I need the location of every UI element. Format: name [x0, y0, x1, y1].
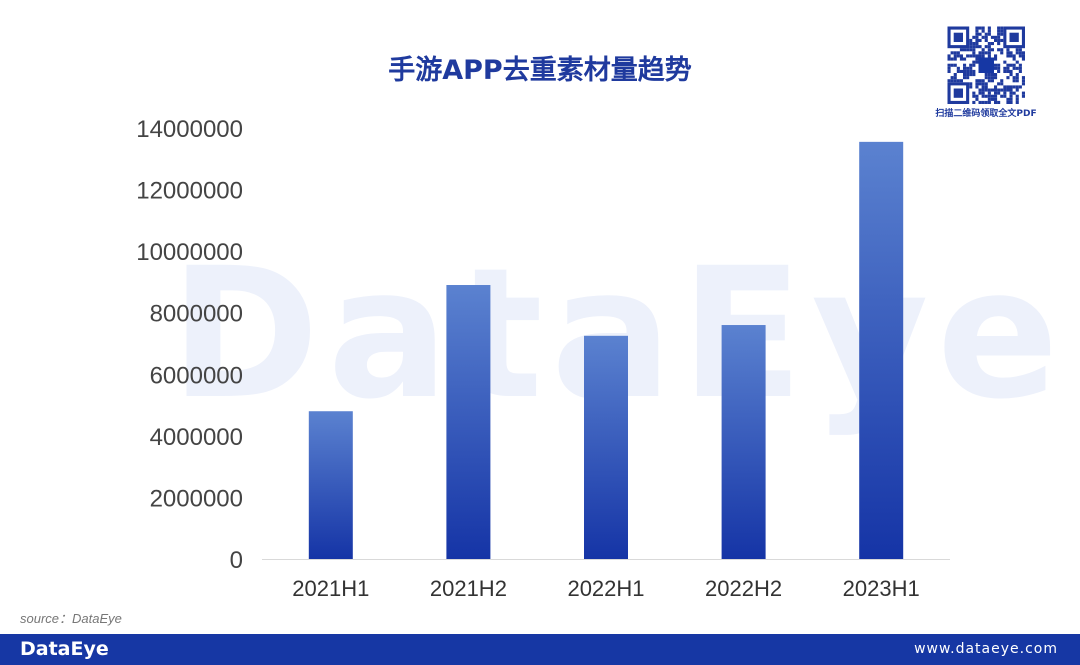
qr-caption: 扫描二维码领取全文PDF [935, 109, 1037, 119]
bars [308, 141, 904, 559]
footer-logo: DataEye [20, 638, 109, 660]
y-tick-label: 14000000 [136, 116, 243, 143]
x-tick-label: 2022H1 [567, 576, 644, 601]
bar-2022H1 [584, 335, 628, 559]
y-tick-label: 12000000 [136, 178, 243, 205]
y-tick-label: 0 [230, 547, 243, 574]
y-tick-label: 8000000 [150, 301, 243, 328]
y-tick-label: 6000000 [150, 362, 243, 389]
source-note: source：DataEye [20, 611, 122, 626]
bar-2021H1 [308, 411, 353, 559]
footer-url[interactable]: www.dataeye.com [914, 641, 1058, 657]
x-tick-label: 2022H2 [705, 576, 782, 601]
bar-2021H2 [446, 285, 491, 559]
qr-code[interactable] [946, 26, 1026, 104]
footer-bar: DataEye www.dataeye.com [0, 634, 1080, 665]
x-axis: 2021H1 2021H2 2022H1 2022H2 2023H1 [292, 576, 919, 601]
y-tick-label: 10000000 [136, 239, 243, 266]
y-axis: 0 2000000 4000000 6000000 8000000 10000000 120… [136, 116, 950, 574]
y-tick-label: 2000000 [150, 485, 243, 512]
x-tick-label: 2023H1 [843, 576, 920, 601]
x-tick-label: 2021H2 [430, 576, 507, 601]
bar-2023H1 [859, 141, 904, 559]
bar-chart: 0 2000000 4000000 6000000 8000000 10000000 120… [136, 116, 950, 601]
chart-title: 手游APP去重素材量趋势 [388, 55, 692, 86]
qr-code-icon [947, 26, 1025, 104]
bar-2022H2 [721, 325, 766, 559]
x-tick-label: 2021H1 [292, 576, 369, 601]
y-tick-label: 4000000 [150, 424, 243, 451]
